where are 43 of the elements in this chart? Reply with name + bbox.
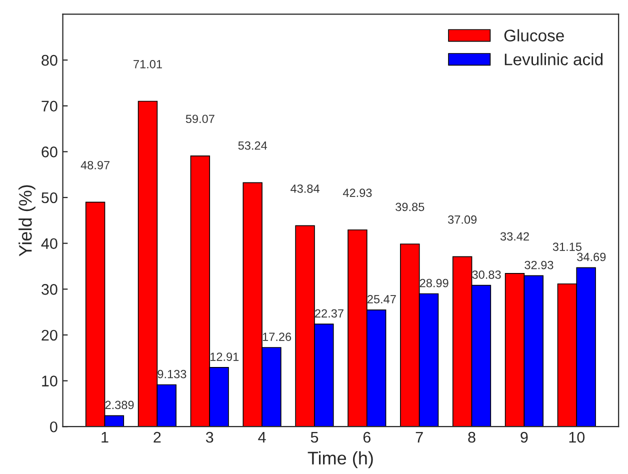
x-tick-label: 6 — [363, 432, 370, 443]
data-label: 25.47 — [368, 295, 396, 304]
data-label: 42.93 — [342, 188, 372, 198]
data-label: 53.24 — [238, 141, 268, 150]
data-label: 34.69 — [577, 252, 606, 262]
data-label: 9.133 — [158, 370, 186, 378]
data-label: 2.389 — [105, 400, 134, 410]
y-tick-label: 0 — [50, 421, 58, 432]
x-tick-label: 5 — [310, 432, 318, 443]
data-label: 48.97 — [80, 160, 110, 170]
data-label: 43.84 — [290, 184, 320, 193]
y-tick-label: 20 — [42, 330, 58, 341]
data-label: 37.09 — [448, 215, 477, 224]
data-label: 31.15 — [552, 242, 582, 251]
x-tick-label: 8 — [468, 432, 476, 443]
x-axis-title: Time (h) — [308, 451, 373, 468]
legend-label: Levulinic acid — [504, 53, 603, 66]
x-tick-label: 4 — [258, 432, 266, 443]
y-tick-label: 60 — [42, 146, 58, 158]
x-tick-label: 7 — [416, 432, 423, 443]
data-label: 32.93 — [524, 260, 554, 270]
data-label: 12.91 — [210, 352, 239, 361]
x-tick-label: 2 — [154, 432, 161, 443]
legend-label: Glucose — [504, 29, 564, 42]
y-tick-label: 30 — [42, 284, 58, 295]
data-label: 71.01 — [134, 60, 162, 68]
data-label: 33.42 — [500, 232, 529, 241]
y-tick-label: 10 — [42, 376, 58, 386]
data-label: 22.37 — [315, 309, 344, 318]
y-tick-label: 80 — [42, 54, 58, 66]
y-tick-label: 50 — [42, 192, 58, 204]
data-label: 28.99 — [420, 278, 448, 288]
x-tick-label: 10 — [569, 432, 585, 443]
x-tick-label: 3 — [206, 432, 214, 443]
x-tick-label: 1 — [102, 432, 108, 443]
y-tick-label: 40 — [41, 238, 58, 250]
data-label: 17.26 — [262, 332, 292, 342]
y-axis-title: Yield (%) — [18, 185, 36, 256]
data-label: 30.83 — [472, 270, 501, 279]
data-label: 39.85 — [396, 202, 424, 212]
y-tick-label: 70 — [42, 100, 58, 112]
x-tick-label: 9 — [520, 432, 528, 443]
data-label: 59.07 — [186, 114, 214, 124]
